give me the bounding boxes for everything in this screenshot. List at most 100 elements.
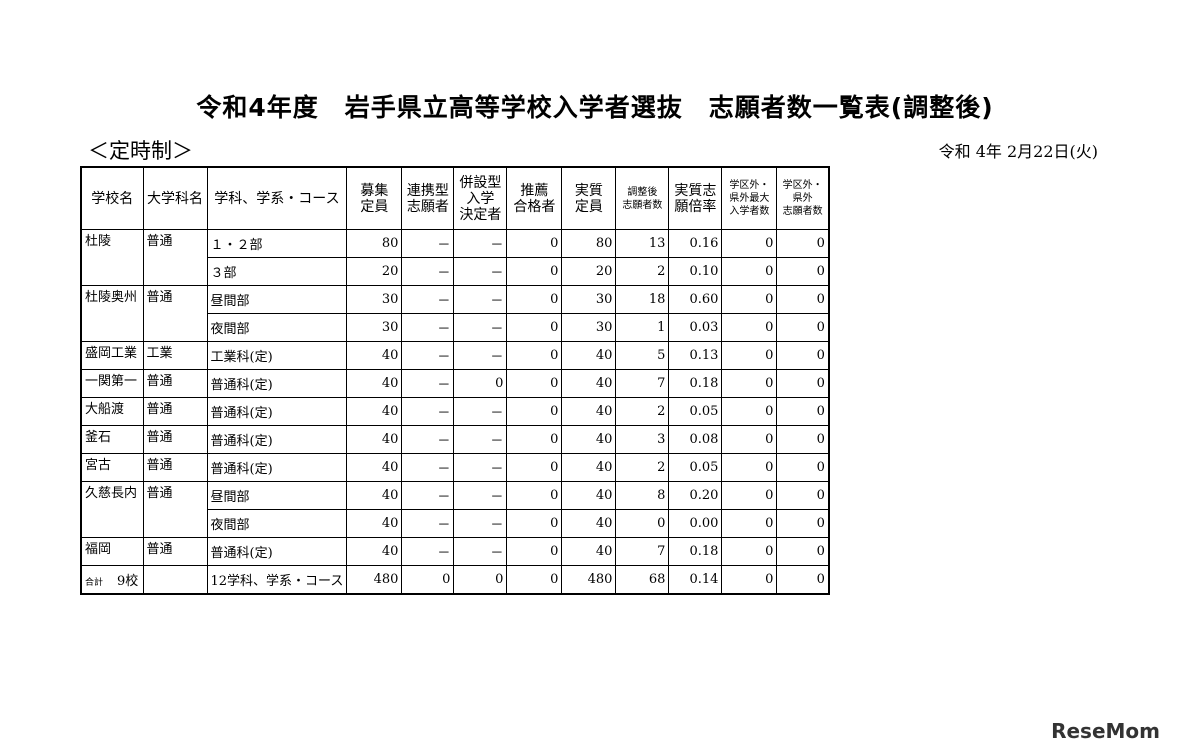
cell-value: 0 (721, 369, 778, 398)
applicants-table: 学校名 大学科名 学科、学系・コース 募集 定員 連携型 志願者 併設型 入学 決定者 推薦… (80, 166, 830, 595)
department-name: 普通 (142, 537, 208, 566)
column-header: 実質 定員 (561, 166, 617, 230)
cell-value: 0 (721, 229, 778, 258)
cell-value: － (401, 425, 455, 454)
cell-value: 0 (506, 481, 563, 510)
cell-value: 2 (615, 453, 670, 482)
cell-value: 0 (776, 425, 830, 454)
table-row: 一関第一 普通 普通科(定) 40 － 0 0 40 7 0.18 0 0 (80, 369, 830, 398)
cell-value: 0 (506, 453, 563, 482)
total-value: 480 (561, 565, 617, 595)
cell-value: 40 (561, 425, 617, 454)
cell-value: 30 (346, 313, 403, 342)
table-row: 夜間部 40 －－ 0 40 0 0.00 0 0 (81, 509, 830, 538)
cell-value: 40 (561, 481, 617, 510)
cell-value: － (453, 313, 508, 342)
cell-value: 40 (561, 397, 617, 426)
table-row: 久慈長内 普通 昼間部 40 －－ 0 40 8 0.20 0 0 (80, 481, 830, 538)
column-header: 学区外・ 県外最大 入学者数 (721, 166, 778, 230)
cell-value: 8 (615, 481, 670, 510)
department-name: 普通 (142, 425, 208, 454)
cell-value: － (401, 257, 455, 286)
table-row: 杜陵 普通 １・２部 80 －－ 0 80 13 0.16 0 0 (80, 229, 830, 286)
cell-value: 0 (721, 397, 778, 426)
cell-value: 40 (561, 453, 617, 482)
course-name: 工業科(定) (206, 341, 348, 370)
cell-value: 40 (346, 341, 403, 370)
cell-value: 0 (506, 285, 563, 314)
cell-value: 3 (615, 425, 670, 454)
cell-value: － (401, 229, 455, 258)
department-name: 普通 (142, 285, 208, 342)
cell-value: － (453, 425, 508, 454)
cell-value: － (401, 453, 455, 482)
date-label: 令和 4年 2月22日(火) (938, 142, 1098, 161)
cell-value: － (401, 481, 455, 510)
cell-value: 0 (721, 257, 778, 286)
cell-value: － (453, 285, 508, 314)
cell-value: 0 (776, 453, 830, 482)
school-name: 宮古 (80, 453, 144, 482)
column-header: 学校名 (80, 166, 144, 230)
column-header: 調整後 志願者数 (615, 166, 670, 230)
cell-value: － (401, 537, 455, 566)
cell-value: 0 (776, 369, 830, 398)
cell-value: 0.10 (668, 257, 723, 286)
cell-value: 0 (453, 369, 508, 398)
column-header: 連携型 志願者 (401, 166, 455, 230)
column-header: 募集 定員 (346, 166, 403, 230)
cell-value: 0 (506, 425, 563, 454)
page-title: 令和4年度 岩手県立高等学校入学者選抜 志願者数一覧表(調整後) (196, 93, 994, 122)
column-header: 大学科名 (142, 166, 208, 230)
cell-value: 2 (615, 257, 670, 286)
cell-value: － (401, 369, 455, 398)
total-value: 68 (615, 565, 670, 595)
total-value: 0.14 (668, 565, 723, 595)
cell-value: 1 (615, 313, 670, 342)
cell-value: 30 (561, 285, 617, 314)
total-count: 9校 (117, 574, 139, 589)
cell-value: － (401, 341, 455, 370)
table-row: 杜陵奥州 普通 昼間部 30 －－ 0 30 18 0.60 0 0 (80, 285, 830, 342)
total-value: 0 (401, 565, 455, 595)
cell-value: 0 (506, 509, 563, 538)
cell-value: 40 (346, 509, 403, 538)
cell-value: 40 (346, 369, 403, 398)
cell-value: 0 (721, 341, 778, 370)
cell-value: － (401, 397, 455, 426)
school-name: 杜陵奥州 (80, 285, 144, 342)
cell-value: 0.05 (668, 397, 723, 426)
cell-value: 30 (561, 313, 617, 342)
cell-value: 0 (506, 257, 563, 286)
cell-value: 0 (721, 285, 778, 314)
cell-value: 40 (346, 481, 403, 510)
total-value: 0 (721, 565, 778, 595)
column-header: 併設型 入学 決定者 (453, 166, 508, 230)
cell-value: 0.18 (668, 537, 723, 566)
cell-value: 30 (346, 285, 403, 314)
cell-value: 40 (346, 453, 403, 482)
department-name: 普通 (142, 369, 208, 398)
cell-value: 80 (346, 229, 403, 258)
cell-value: 0 (776, 229, 830, 258)
cell-value: 80 (561, 229, 617, 258)
cell-value: 5 (615, 341, 670, 370)
school-name: 杜陵 (80, 229, 144, 286)
department-name: 工業 (142, 341, 208, 370)
cell-value: 0.00 (668, 509, 723, 538)
table-row: 宮古 普通 普通科(定) 40 －－ 0 40 2 0.05 0 0 (80, 453, 830, 482)
cell-value: 0.08 (668, 425, 723, 454)
table-row: 福岡 普通 普通科(定) 40 －－ 0 40 7 0.18 0 0 (80, 537, 830, 566)
cell-value: － (453, 453, 508, 482)
cell-value: 0 (721, 313, 778, 342)
cell-value: 0 (721, 537, 778, 566)
cell-value: － (401, 285, 455, 314)
column-header: 実質志 願倍率 (668, 166, 723, 230)
total-value: 480 (346, 565, 403, 595)
course-name: 普通科(定) (206, 537, 348, 566)
cell-value: 0 (776, 313, 830, 342)
cell-value: 0 (721, 453, 778, 482)
cell-value: 0 (776, 481, 830, 510)
course-name: 普通科(定) (206, 369, 348, 398)
cell-value: 40 (561, 369, 617, 398)
